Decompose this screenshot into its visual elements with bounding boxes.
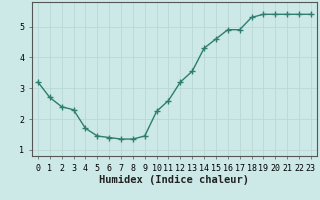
X-axis label: Humidex (Indice chaleur): Humidex (Indice chaleur)	[100, 175, 249, 185]
